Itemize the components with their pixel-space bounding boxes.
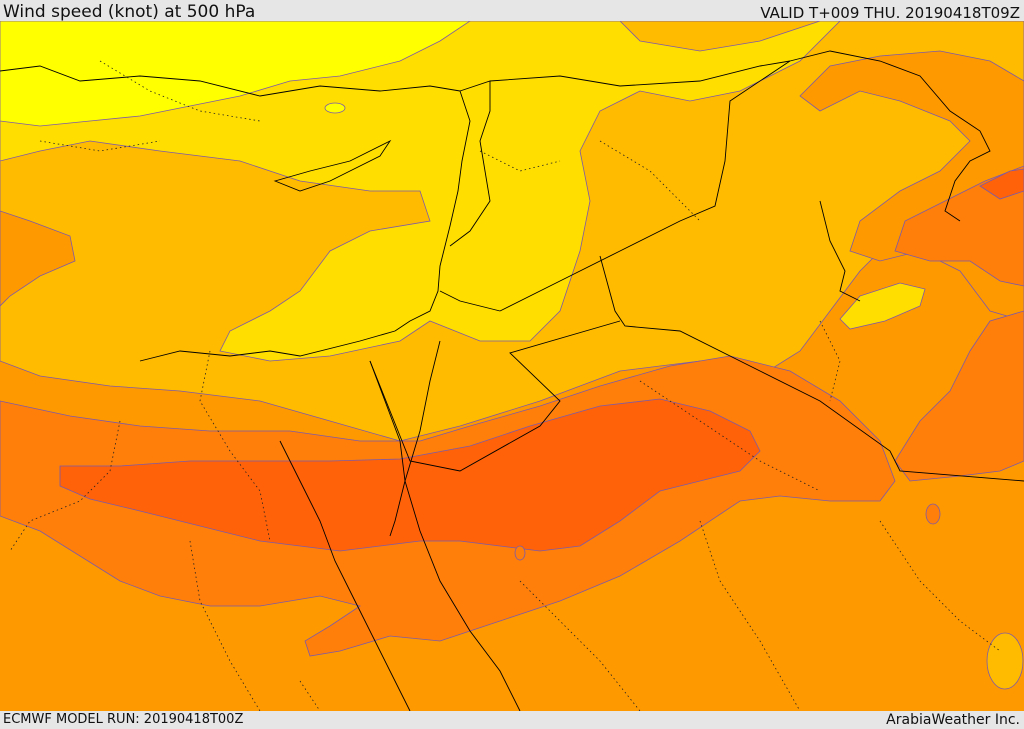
border-syria-iraq [489, 60, 791, 87]
model-run-label: ECMWF MODEL RUN: 20190418T00Z [3, 712, 244, 727]
band-2-region [0, 21, 841, 362]
political-borders [369, 60, 1024, 482]
contour-blob-4 [324, 102, 346, 114]
provider-label: ArabiaWeather Inc. [886, 712, 1020, 728]
band-1-region [0, 21, 471, 127]
header-bar: Wind speed (knot) at 500 hPa VALID T+009… [0, 0, 1024, 22]
coastline-persian-gulf [789, 50, 991, 222]
band-6-core [59, 398, 761, 552]
border-jordan-saudi [439, 290, 501, 312]
border-egypt-sinai [369, 320, 621, 472]
coastline-turkey [0, 65, 461, 97]
coastline-sinai-north [139, 330, 396, 362]
contour-blob-1 [514, 545, 526, 561]
coastline-red-sea-west [279, 440, 411, 711]
contour-blob-2 [925, 503, 941, 525]
coastline-red-sea-east [404, 480, 521, 711]
band-4-left-lobe [0, 210, 76, 307]
cyprus [273, 139, 392, 192]
contour-blob-3 [986, 632, 1024, 690]
band-5-upper-right [894, 165, 1024, 287]
band-6-small-right [979, 168, 1024, 200]
border-jordan-iraq-saudi [499, 60, 791, 312]
map-title: Wind speed (knot) at 500 hPa [3, 2, 256, 22]
coastline-gulf-west [819, 200, 861, 302]
wind-speed-map[interactable] [0, 21, 1024, 711]
coastline-gulf-aqaba [404, 340, 441, 482]
coastlines [0, 50, 991, 711]
admin-borders [9, 60, 1001, 711]
band-2-island-right [839, 282, 926, 330]
coastline-levant [394, 90, 471, 332]
valid-time-label: VALID T+009 THU. 20190418T09Z [760, 4, 1020, 22]
border-syria-turkey [449, 80, 491, 247]
footer-bar: ECMWF MODEL RUN: 20190418T00Z ArabiaWeat… [0, 711, 1024, 729]
coastline-gulf-suez [369, 360, 406, 537]
border-saudi-north [599, 255, 1024, 482]
